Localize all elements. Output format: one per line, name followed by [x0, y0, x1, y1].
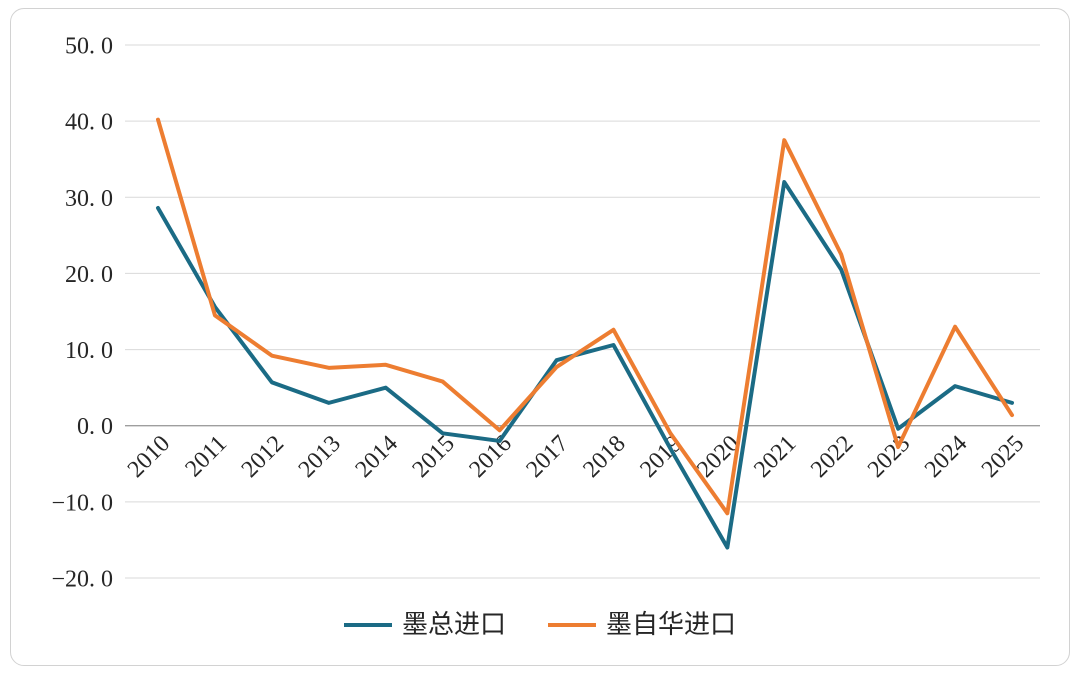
x-tick-label: 2025 [977, 431, 1029, 483]
legend-label-imports-from-china: 墨自华进口 [606, 610, 737, 639]
legend-item-imports-from-china: 墨自华进口 [548, 612, 736, 638]
series-line-0 [156, 180, 1014, 550]
chart-legend: 墨总进口 墨自华进口 [0, 612, 1080, 638]
y-tick-label: −10. 0 [51, 490, 113, 516]
y-tick-label: 50. 0 [65, 34, 113, 60]
x-tick-label: 2023 [863, 431, 915, 483]
x-tick-label: 2022 [806, 431, 858, 483]
y-tick-label: 30. 0 [65, 186, 113, 212]
x-tick-label: 2021 [749, 431, 801, 483]
x-tick-label: 2024 [920, 431, 972, 483]
x-tick-label: 2015 [408, 431, 460, 483]
y-tick-label: 40. 0 [65, 110, 113, 136]
legend-label-total-imports: 墨总进口 [401, 610, 506, 639]
y-tick-label: 0. 0 [77, 414, 113, 440]
x-tick-label: 2019 [635, 431, 687, 483]
y-tick-label: 20. 0 [65, 262, 113, 288]
legend-line-swatch-orange [548, 622, 596, 628]
x-tick-label: 2010 [123, 431, 175, 483]
x-tick-label: 2018 [578, 431, 630, 483]
x-tick-label: 2011 [180, 431, 232, 483]
y-tick-label: 10. 0 [65, 338, 113, 364]
legend-item-total-imports: 墨总进口 [343, 610, 506, 639]
legend-line-swatch-teal [343, 622, 392, 628]
series-line-1 [156, 117, 1014, 516]
x-tick-label: 2014 [351, 431, 403, 483]
x-tick-label: 2012 [237, 431, 289, 483]
x-tick-label: 2017 [521, 431, 573, 483]
x-tick-label: 2013 [294, 431, 346, 483]
y-tick-label: −20. 0 [51, 567, 113, 593]
